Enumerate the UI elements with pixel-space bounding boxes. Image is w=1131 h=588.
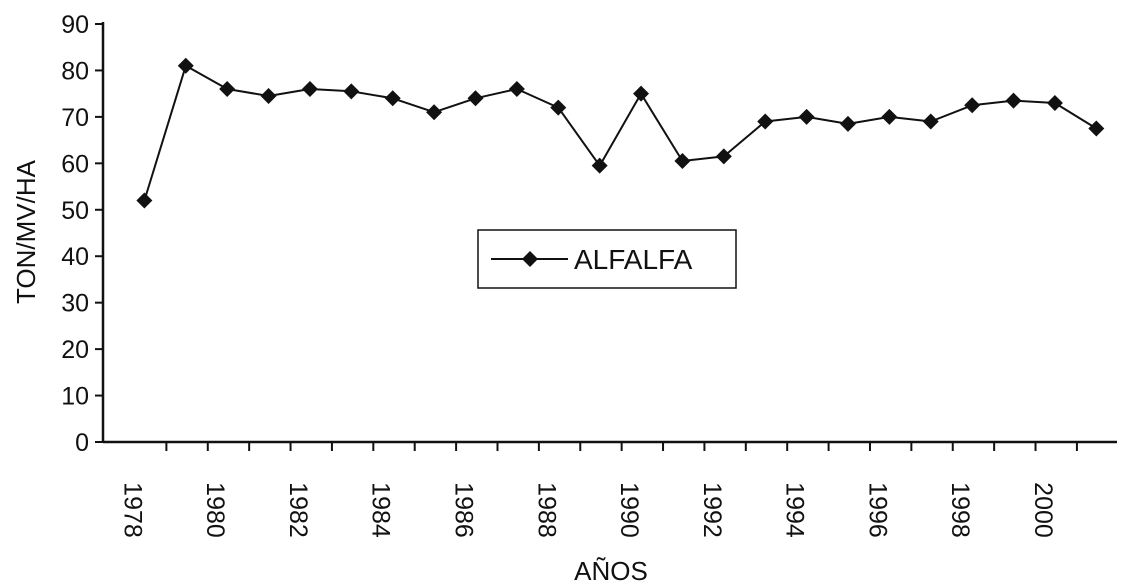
series-layer	[136, 57, 1105, 209]
x-tick-label: 1992	[698, 482, 726, 538]
data-point	[839, 115, 856, 132]
data-point	[881, 108, 898, 125]
data-point	[136, 192, 153, 209]
data-point	[798, 108, 815, 125]
data-point	[757, 113, 774, 130]
data-point	[591, 157, 608, 174]
x-tick-label: 1994	[781, 482, 809, 538]
x-tick-label: 1978	[118, 482, 146, 538]
series-line-alfalfa	[143, 64, 1097, 201]
data-point	[508, 81, 525, 98]
data-point	[715, 148, 732, 165]
x-tick-label: 2000	[1029, 482, 1057, 538]
data-point	[384, 90, 401, 107]
y-tick-label: 50	[61, 197, 89, 225]
data-point	[550, 99, 567, 116]
data-point	[674, 153, 691, 170]
y-axis: 0 10 20 30 40 50 60 70 80 90	[61, 11, 105, 457]
x-tick-label: 1980	[201, 482, 229, 538]
data-point	[1046, 94, 1063, 111]
data-point	[426, 104, 443, 121]
y-tick-label: 0	[75, 429, 89, 457]
y-tick-label: 90	[61, 11, 89, 39]
data-point	[1005, 92, 1022, 109]
y-axis-title: TON/MV/HA	[11, 159, 41, 304]
data-point	[219, 81, 236, 98]
x-axis: 1978 1980 1982 1984 1986 1988 1990 1992 1994 1996…	[103, 440, 1117, 538]
y-tick-label: 20	[61, 336, 89, 364]
y-tick-label: 70	[61, 104, 89, 132]
y-tick-label: 80	[61, 57, 89, 85]
x-tick-label: 1984	[367, 482, 395, 538]
x-tick-label: 1982	[284, 482, 312, 538]
x-tick-label: 1990	[615, 482, 643, 538]
legend: ALFALFA	[477, 229, 737, 289]
data-point	[1088, 120, 1105, 137]
y-tick-label: 10	[61, 383, 89, 411]
data-point	[964, 97, 981, 114]
x-tick-label: 1998	[946, 482, 974, 538]
y-tick-label: 30	[61, 290, 89, 318]
data-point	[922, 113, 939, 130]
data-point	[177, 57, 194, 74]
data-point	[301, 81, 318, 98]
data-point	[343, 83, 360, 100]
legend-label: ALFALFA	[574, 244, 693, 275]
data-point	[260, 87, 277, 104]
y-tick-label: 40	[61, 243, 89, 271]
data-point	[633, 85, 650, 102]
x-axis-title: AÑOS	[574, 556, 648, 586]
data-point	[467, 90, 484, 107]
y-tick-label: 60	[61, 150, 89, 178]
legend-marker	[522, 251, 538, 267]
x-tick-label: 1986	[449, 482, 477, 538]
x-tick-label: 1996	[863, 482, 891, 538]
x-tick-label: 1988	[532, 482, 560, 538]
